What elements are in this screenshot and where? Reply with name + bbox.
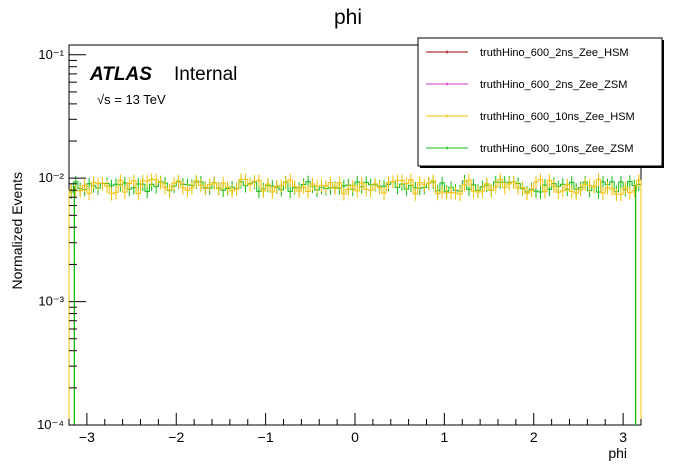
series-layer xyxy=(68,173,642,425)
series-truthHino_600_10ns_Zee_ZSM xyxy=(68,175,642,425)
y-tick-label: 10⁻⁴ xyxy=(37,417,64,432)
y-tick-label: 10⁻¹ xyxy=(38,47,64,62)
status-label: Internal xyxy=(174,64,237,85)
x-tick-label: 2 xyxy=(530,429,538,445)
y-tick-label: 10⁻³ xyxy=(38,294,64,309)
histogram-line xyxy=(68,180,642,425)
x-tick-label: 3 xyxy=(619,429,627,445)
legend-entry-label: truthHino_600_10ns_Zee_ZSM xyxy=(480,143,633,155)
x-axis-label: phi xyxy=(608,445,627,461)
x-tick-label: −2 xyxy=(168,429,184,445)
x-tick-label: 1 xyxy=(440,429,448,445)
legend-box xyxy=(417,37,663,167)
legend-entry-label: truthHino_600_2ns_Zee_HSM xyxy=(480,47,629,59)
histogram-line xyxy=(68,178,642,425)
legend-entry-label: truthHino_600_2ns_Zee_ZSM xyxy=(480,79,627,91)
chart-title: phi xyxy=(334,6,362,29)
y-axis-label: Normalized Events xyxy=(9,172,25,290)
legend: truthHino_600_2ns_Zee_HSM truthHino_600_2… xyxy=(417,37,664,168)
x-tick-label: 0 xyxy=(351,429,359,445)
energy-label: √s = 13 TeV xyxy=(97,92,166,107)
y-tick-label: 10⁻² xyxy=(38,170,64,185)
x-tick-label: −3 xyxy=(79,429,95,445)
atlas-label: ATLAS xyxy=(89,64,152,85)
series-truthHino_600_10ns_Zee_HSM xyxy=(68,173,642,425)
legend-entry-label: truthHino_600_10ns_Zee_HSM xyxy=(480,111,635,123)
axis-layer: −3 −2 −1 0 1 2 3 10⁻⁴ 10⁻³ 10⁻² 10⁻¹ xyxy=(37,47,642,445)
x-tick-label: −1 xyxy=(258,429,274,445)
